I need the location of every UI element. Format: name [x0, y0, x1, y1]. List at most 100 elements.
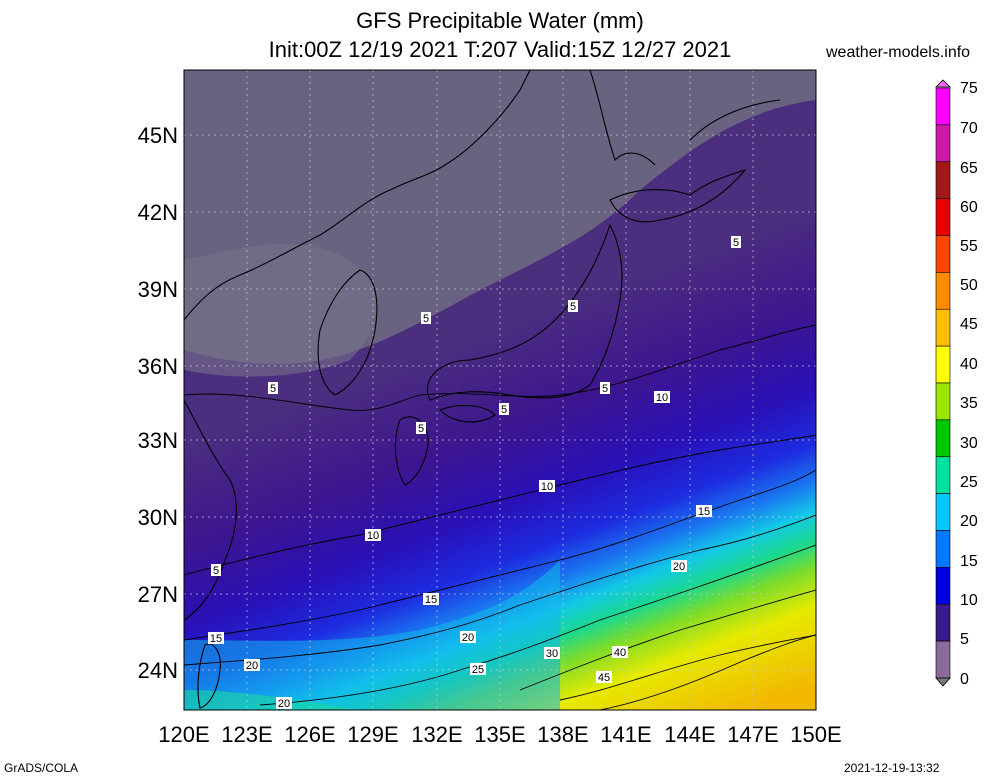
contour-label: 20 [276, 697, 292, 710]
lon-label: 120E [158, 722, 210, 747]
lat-label: 33N [137, 428, 178, 453]
colorbar-label: 15 [960, 553, 978, 570]
svg-text:15: 15 [210, 633, 222, 645]
colorbar-label: 45 [960, 316, 978, 333]
lat-label: 36N [137, 354, 178, 379]
colorbar-cell [935, 198, 951, 236]
svg-text:5: 5 [213, 565, 219, 577]
colorbar-top-arrow [935, 79, 951, 88]
svg-text:5: 5 [270, 383, 276, 395]
svg-text:25: 25 [472, 664, 484, 676]
contour-label: 5 [731, 236, 741, 249]
svg-text:15: 15 [425, 594, 437, 606]
lon-label: 141E [600, 722, 652, 747]
contour-lines [184, 324, 816, 710]
lon-label: 150E [790, 722, 842, 747]
lat-label: 39N [137, 277, 178, 302]
footer-left: GrADS/COLA [4, 761, 79, 775]
colorbar-label: 30 [960, 435, 978, 452]
svg-text:15: 15 [698, 506, 710, 518]
svg-text:10: 10 [541, 481, 553, 493]
contour-label: 5 [600, 382, 610, 395]
colorbar-label: 25 [960, 474, 978, 491]
lat-label: 27N [137, 582, 178, 607]
svg-text:5: 5 [602, 383, 608, 395]
contour-label: 10 [365, 529, 381, 542]
colorbar-label: 35 [960, 395, 978, 412]
contour-label: 10 [654, 391, 670, 404]
colorbar-cell [935, 603, 951, 642]
contour-label: 5 [421, 312, 431, 325]
svg-text:5: 5 [501, 404, 507, 416]
colorbar-label: 60 [960, 199, 978, 216]
svg-text:20: 20 [278, 698, 290, 710]
colorbar-cell [935, 640, 951, 679]
colorbar-label: 40 [960, 356, 978, 373]
graticule [184, 70, 816, 710]
colorbar-label: 50 [960, 277, 978, 294]
colorbar-cell [935, 530, 951, 568]
colorbar-label: 0 [960, 671, 969, 688]
contour-label: 10 [539, 480, 555, 493]
contour-label: 25 [0, 0, 12, 3]
colorbar [935, 79, 951, 687]
contour-label: 5 [499, 403, 509, 416]
colorbar-label: 75 [960, 80, 978, 97]
colorbar-label: 10 [960, 592, 978, 609]
svg-text:45: 45 [598, 672, 610, 684]
lon-label: 147E [727, 722, 779, 747]
contour-label: 20 [460, 631, 476, 644]
colorbar-cell [935, 382, 951, 421]
lon-label: 135E [474, 722, 526, 747]
contour-label: 20 [244, 659, 260, 672]
footer-right: 2021-12-19-13:32 [844, 761, 940, 775]
lon-label: 138E [537, 722, 589, 747]
svg-text:5: 5 [733, 237, 739, 249]
svg-text:5: 5 [418, 423, 424, 435]
svg-text:40: 40 [614, 647, 626, 659]
contour-label: 30 [544, 647, 560, 660]
colorbar-cell [935, 124, 951, 163]
svg-text:5: 5 [570, 301, 576, 313]
coastlines [184, 70, 781, 709]
lon-label: 132E [411, 722, 463, 747]
svg-text:20: 20 [246, 660, 258, 672]
contour-label: 15 [208, 632, 224, 645]
contour-label: 25 [470, 663, 486, 676]
site-label: weather-models.info [826, 44, 971, 61]
colorbar-cell [935, 419, 951, 458]
chart-subtitle: Init:00Z 12/19 2021 T:207 Valid:15Z 12/2… [268, 37, 732, 62]
contour-label: 5 [211, 564, 221, 577]
svg-text:20: 20 [462, 632, 474, 644]
contour-label: 15 [423, 593, 439, 606]
contour-label: 5 [416, 422, 426, 435]
colorbar-cell [935, 493, 951, 531]
contour-label-group: 5 5 5 5 5 5 5 5 10 10 10 15 15 15 20 20 … [0, 0, 741, 710]
lon-label: 126E [284, 722, 336, 747]
svg-text:20: 20 [673, 561, 685, 573]
lon-label: 129E [347, 722, 399, 747]
colorbar-cell [935, 345, 951, 384]
colorbar-label: 55 [960, 238, 978, 255]
colorbar-cell [935, 87, 951, 126]
colorbar-cell [935, 161, 951, 199]
colorbar-bottom-arrow [935, 677, 951, 687]
contour-label: 20 [671, 560, 687, 573]
contour-label: 40 [612, 646, 628, 659]
svg-text:5: 5 [423, 313, 429, 325]
contour-label: 5 [268, 382, 278, 395]
lat-label: 24N [137, 658, 178, 683]
contour-label: 5 [568, 300, 578, 313]
colorbar-cell [935, 308, 951, 347]
svg-text:10: 10 [367, 530, 379, 542]
colorbar-label: 70 [960, 120, 978, 137]
colorbar-label: 65 [960, 160, 978, 177]
svg-text:30: 30 [546, 648, 558, 660]
lon-label: 123E [221, 722, 273, 747]
lat-label: 45N [137, 123, 178, 148]
colorbar-label: 20 [960, 513, 978, 530]
colorbar-cell [935, 456, 951, 494]
map-frame [183, 69, 817, 711]
precip-water-field [184, 70, 816, 710]
